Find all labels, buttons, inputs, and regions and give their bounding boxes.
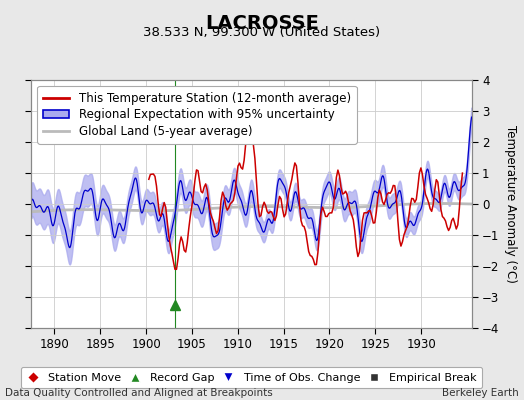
Text: LACROSSE: LACROSSE [205, 14, 319, 33]
Y-axis label: Temperature Anomaly (°C): Temperature Anomaly (°C) [504, 125, 517, 283]
Text: Berkeley Earth: Berkeley Earth [442, 388, 519, 398]
Legend: Station Move, Record Gap, Time of Obs. Change, Empirical Break: Station Move, Record Gap, Time of Obs. C… [20, 367, 483, 388]
Text: 38.533 N, 99.300 W (United States): 38.533 N, 99.300 W (United States) [144, 26, 380, 39]
Text: Data Quality Controlled and Aligned at Breakpoints: Data Quality Controlled and Aligned at B… [5, 388, 273, 398]
